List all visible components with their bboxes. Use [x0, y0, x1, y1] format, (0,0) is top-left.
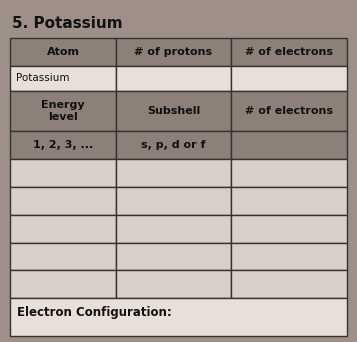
Text: # of protons: # of protons	[134, 47, 212, 57]
Bar	[116, 187, 231, 215]
Bar	[10, 242, 116, 270]
Text: s, p, d or f: s, p, d or f	[141, 140, 206, 150]
Bar	[10, 159, 116, 187]
Text: # of electrons: # of electrons	[245, 47, 333, 57]
Text: # of electrons: # of electrons	[245, 106, 333, 116]
Bar	[10, 66, 116, 91]
Bar	[10, 91, 116, 131]
Bar	[116, 38, 231, 66]
Bar	[231, 215, 347, 242]
Bar	[231, 270, 347, 298]
Text: 1, 2, 3, ...: 1, 2, 3, ...	[33, 140, 93, 150]
Bar	[10, 38, 116, 66]
Text: Subshell: Subshell	[147, 106, 200, 116]
Bar	[231, 91, 347, 131]
Bar	[231, 242, 347, 270]
Text: Electron Configuration:: Electron Configuration:	[17, 306, 172, 319]
Bar	[116, 159, 231, 187]
Bar	[231, 159, 347, 187]
Text: 5. Potassium: 5. Potassium	[12, 16, 122, 31]
Bar	[116, 91, 231, 131]
Bar	[116, 66, 231, 91]
Bar	[10, 270, 116, 298]
Bar	[10, 215, 116, 242]
Bar	[10, 298, 347, 336]
Bar	[231, 66, 347, 91]
Text: Atom: Atom	[46, 47, 80, 57]
Text: Potassium: Potassium	[16, 74, 70, 83]
Bar	[231, 38, 347, 66]
Bar	[10, 131, 116, 159]
Bar	[116, 270, 231, 298]
Bar	[116, 215, 231, 242]
Bar	[116, 242, 231, 270]
Text: Energy
level: Energy level	[41, 101, 85, 122]
Bar	[231, 187, 347, 215]
Bar	[10, 187, 116, 215]
Bar	[116, 131, 231, 159]
Bar	[231, 131, 347, 159]
